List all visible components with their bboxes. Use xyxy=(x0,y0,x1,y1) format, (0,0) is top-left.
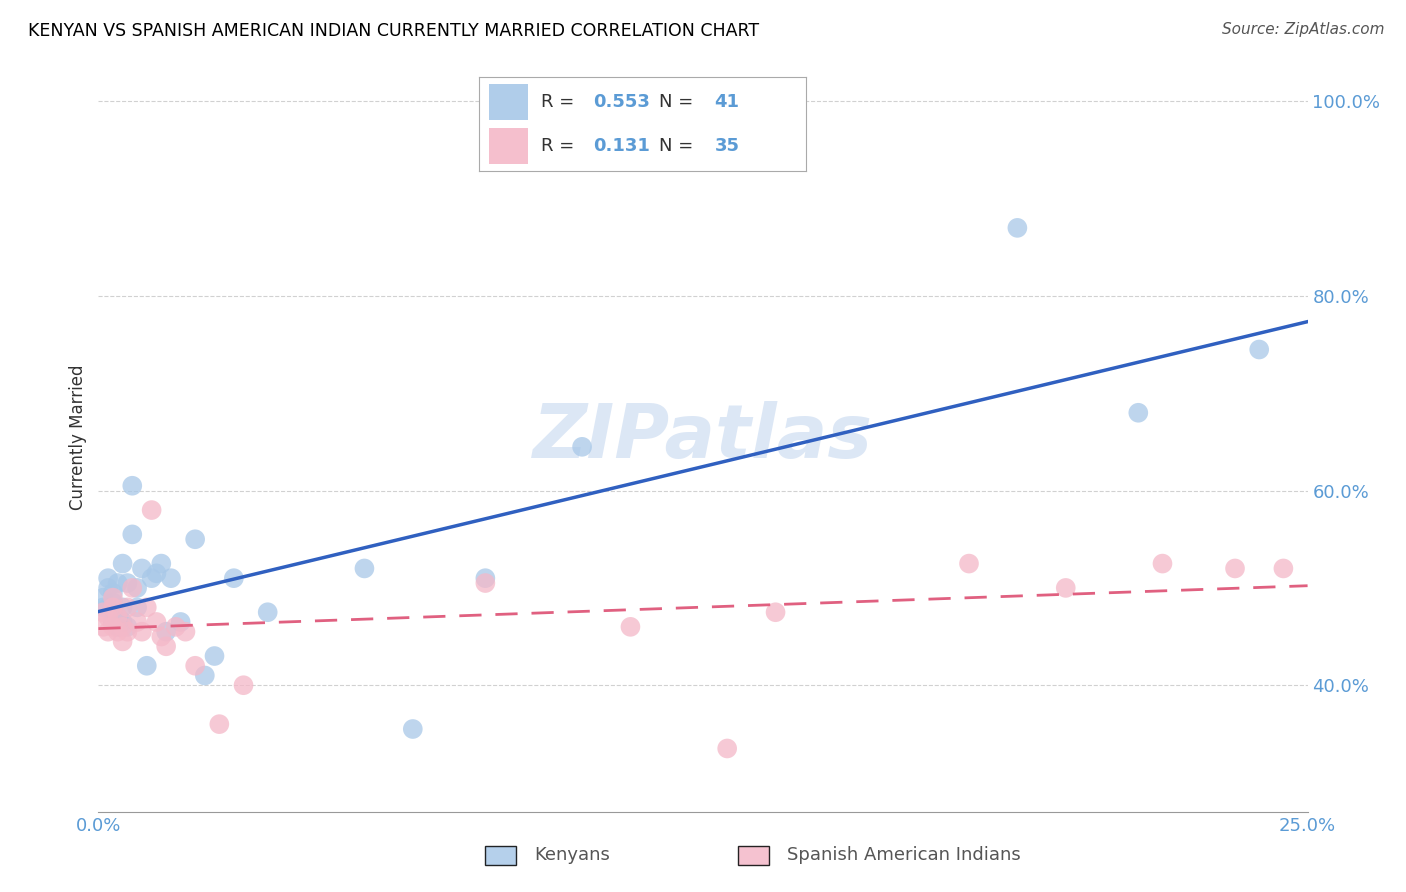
Point xyxy=(155,624,177,639)
Point xyxy=(111,615,134,629)
Point xyxy=(107,610,129,624)
Point xyxy=(141,503,163,517)
Point xyxy=(107,610,129,624)
Point xyxy=(101,591,124,605)
Point xyxy=(117,576,139,591)
Point xyxy=(101,620,124,634)
Point xyxy=(111,620,134,634)
Point xyxy=(141,571,163,585)
Point xyxy=(91,591,114,605)
Point xyxy=(194,668,217,682)
Point xyxy=(111,557,134,571)
Point xyxy=(1223,561,1246,575)
Point xyxy=(232,678,254,692)
Point xyxy=(101,600,124,615)
Point xyxy=(101,595,124,609)
Text: ZIPatlas: ZIPatlas xyxy=(533,401,873,474)
Point xyxy=(117,624,139,639)
Point xyxy=(101,586,124,600)
Point xyxy=(111,600,134,615)
Point xyxy=(571,440,593,454)
Point xyxy=(353,561,375,575)
Point xyxy=(222,571,245,585)
Point xyxy=(91,620,114,634)
Point xyxy=(169,615,191,629)
Point xyxy=(131,624,153,639)
Point xyxy=(97,610,120,624)
Point xyxy=(957,557,980,571)
Point xyxy=(91,600,114,615)
Point xyxy=(716,741,738,756)
Point xyxy=(619,620,641,634)
Point xyxy=(765,605,787,619)
Text: Source: ZipAtlas.com: Source: ZipAtlas.com xyxy=(1222,22,1385,37)
Point xyxy=(117,620,139,634)
Point xyxy=(107,620,129,634)
Point xyxy=(111,634,134,648)
Point xyxy=(97,600,120,615)
Point xyxy=(160,571,183,585)
Point xyxy=(174,624,197,639)
Point xyxy=(97,624,120,639)
Point xyxy=(204,648,226,663)
Point xyxy=(474,576,496,591)
Text: Spanish American Indians: Spanish American Indians xyxy=(787,846,1021,863)
Point xyxy=(165,620,187,634)
Text: KENYAN VS SPANISH AMERICAN INDIAN CURRENTLY MARRIED CORRELATION CHART: KENYAN VS SPANISH AMERICAN INDIAN CURREN… xyxy=(28,22,759,40)
Point xyxy=(208,717,231,731)
Point xyxy=(97,571,120,585)
Point xyxy=(145,566,167,581)
Point xyxy=(155,640,177,654)
Point xyxy=(1054,581,1077,595)
Point xyxy=(127,615,149,629)
Point xyxy=(184,658,207,673)
Point xyxy=(121,527,143,541)
Point xyxy=(97,581,120,595)
Point xyxy=(101,615,124,629)
Point xyxy=(145,615,167,629)
Y-axis label: Currently Married: Currently Married xyxy=(69,364,87,510)
Point xyxy=(150,630,173,644)
Point xyxy=(91,605,114,619)
Point xyxy=(1272,561,1295,575)
Point xyxy=(117,600,139,615)
Point xyxy=(474,571,496,585)
Point xyxy=(107,576,129,591)
Point xyxy=(1249,343,1271,357)
Point xyxy=(256,605,278,619)
Point xyxy=(135,600,157,615)
Point xyxy=(1152,557,1174,571)
Point xyxy=(101,605,124,619)
Text: Kenyans: Kenyans xyxy=(534,846,610,863)
Point xyxy=(127,581,149,595)
Point xyxy=(402,722,425,736)
Point xyxy=(150,557,173,571)
Point xyxy=(121,581,143,595)
Point xyxy=(107,624,129,639)
Point xyxy=(1007,220,1029,235)
Point xyxy=(135,658,157,673)
Point xyxy=(184,533,207,547)
Point xyxy=(121,479,143,493)
Point xyxy=(1128,406,1150,420)
Point xyxy=(127,600,149,615)
Point xyxy=(131,561,153,575)
